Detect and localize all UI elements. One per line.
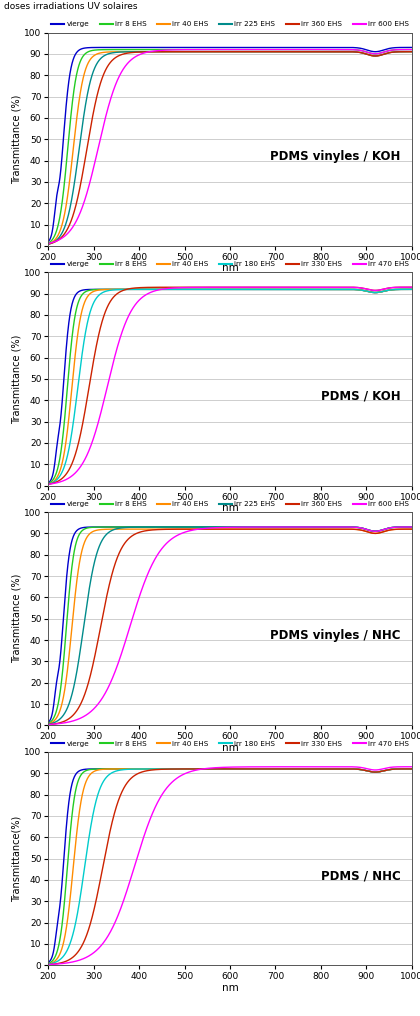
- Text: doses irradiations UV solaires: doses irradiations UV solaires: [4, 2, 138, 11]
- Text: PDMS / NHC: PDMS / NHC: [321, 869, 401, 882]
- Legend: vierge, irr 8 EHS, irr 40 EHS, irr 180 EHS, irr 330 EHS, irr 470 EHS: vierge, irr 8 EHS, irr 40 EHS, irr 180 E…: [48, 258, 412, 270]
- X-axis label: nm: nm: [222, 263, 238, 273]
- Legend: vierge, irr 8 EHS, irr 40 EHS, irr 180 EHS, irr 330 EHS, irr 470 EHS: vierge, irr 8 EHS, irr 40 EHS, irr 180 E…: [48, 738, 412, 750]
- Y-axis label: Transmittance (%): Transmittance (%): [11, 334, 21, 424]
- Legend: vierge, irr 8 EHS, irr 40 EHS, irr 225 EHS, irr 360 EHS, irr 600 EHS: vierge, irr 8 EHS, irr 40 EHS, irr 225 E…: [48, 18, 412, 30]
- X-axis label: nm: nm: [222, 982, 238, 993]
- X-axis label: nm: nm: [222, 503, 238, 513]
- Legend: vierge, irr 8 EHS, irr 40 EHS, irr 225 EHS, irr 360 EHS, irr 600 EHS: vierge, irr 8 EHS, irr 40 EHS, irr 225 E…: [48, 498, 412, 510]
- Text: PDMS / KOH: PDMS / KOH: [321, 389, 401, 402]
- Y-axis label: Transmittance (%): Transmittance (%): [11, 94, 21, 184]
- Y-axis label: Transmittance (%): Transmittance (%): [11, 574, 21, 663]
- Text: PDMS vinyles / KOH: PDMS vinyles / KOH: [270, 149, 401, 163]
- Y-axis label: Transmittance(%): Transmittance(%): [11, 816, 21, 901]
- Text: PDMS vinyles / NHC: PDMS vinyles / NHC: [270, 629, 401, 642]
- X-axis label: nm: nm: [222, 743, 238, 753]
